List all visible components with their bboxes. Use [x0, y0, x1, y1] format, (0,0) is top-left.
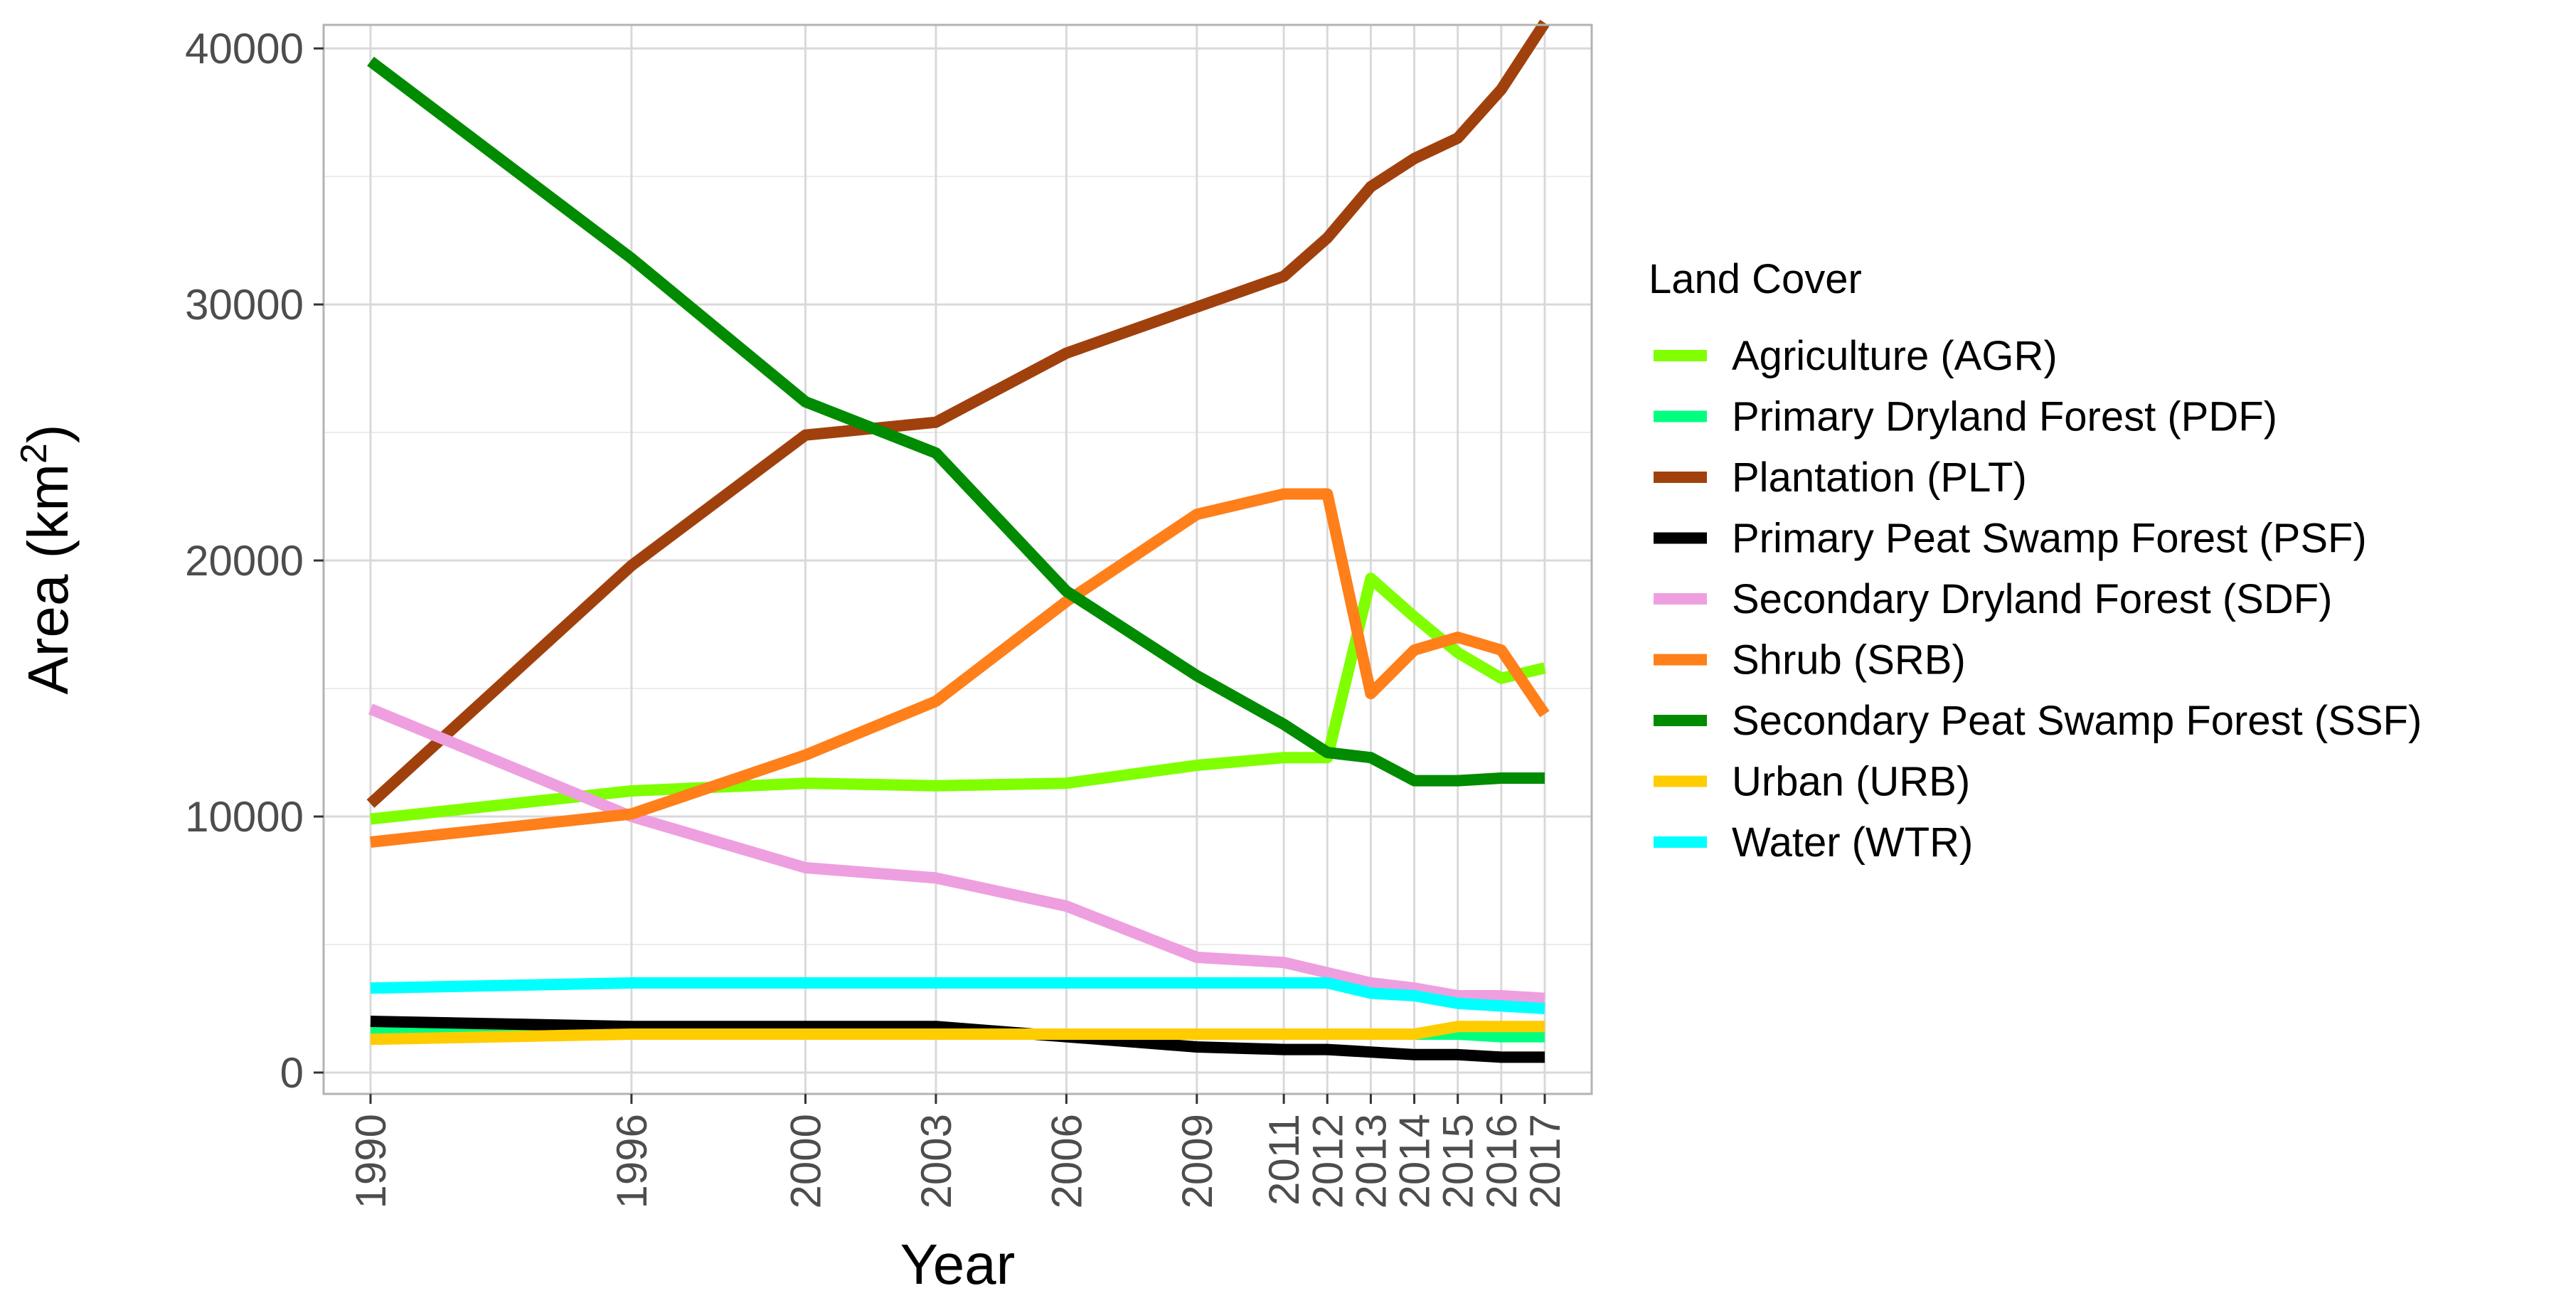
series-line-3 — [370, 1016, 1545, 1063]
legend-label-2: Plantation (PLT) — [1732, 454, 2027, 501]
x-tick-label: 2017 — [1521, 1114, 1569, 1208]
plot-panel-border — [322, 23, 1593, 1095]
x-tick-label: 2015 — [1435, 1114, 1482, 1208]
x-tick-label: 2000 — [782, 1114, 829, 1208]
x-tick-label: 2006 — [1043, 1114, 1090, 1208]
legend: Land Cover Agriculture (AGR) Primary Dryl… — [1649, 256, 2422, 866]
series-lines — [366, 19, 1550, 1063]
grid — [324, 25, 1592, 1094]
x-axis-title: Year — [900, 1233, 1016, 1296]
series-line-6 — [367, 56, 1545, 787]
legend-label-1: Primary Dryland Forest (PDF) — [1732, 394, 2277, 440]
y-tick-label: 0 — [280, 1049, 304, 1097]
y-tick-label: 20000 — [185, 537, 304, 585]
y-axis-ticks: 0 10000 20000 30000 40000 — [185, 25, 324, 1097]
y-axis-title: Area (km2) — [14, 424, 80, 694]
x-tick-label: 2009 — [1173, 1114, 1221, 1208]
y-axis-title-main: Area (km — [16, 464, 80, 695]
y-tick-label: 40000 — [185, 25, 304, 73]
x-tick-label: 2016 — [1478, 1114, 1526, 1208]
series-line-0 — [370, 573, 1546, 825]
x-tick-label: 2011 — [1260, 1114, 1308, 1206]
x-tick-label: 2012 — [1304, 1114, 1351, 1208]
series-line-7 — [370, 1021, 1545, 1046]
legend-label-7: Urban (URB) — [1732, 759, 1970, 805]
legend-label-5: Shrub (SRB) — [1732, 637, 1966, 684]
legend-label-6: Secondary Peat Swamp Forest (SSF) — [1732, 698, 2422, 744]
x-axis-ticks: 1990 1996 2000 2003 2006 2009 2011201220132014… — [347, 1094, 1569, 1208]
legend-label-3: Primary Peat Swamp Forest (PSF) — [1732, 516, 2367, 562]
legend-title: Land Cover — [1649, 256, 1862, 302]
series-line-2 — [366, 19, 1550, 808]
x-tick-label: 2014 — [1391, 1114, 1439, 1208]
y-axis-title-superscript: 2 — [14, 443, 55, 464]
y-axis-title-close: ) — [16, 424, 80, 443]
legend-label-0: Agriculture (AGR) — [1732, 333, 2058, 379]
y-tick-label: 30000 — [185, 281, 304, 329]
legend-label-4: Secondary Dryland Forest (SDF) — [1732, 576, 2332, 622]
x-tick-label: 1996 — [608, 1114, 656, 1208]
series-line-8 — [370, 977, 1545, 1014]
legend-label-8: Water (WTR) — [1732, 819, 1973, 866]
x-tick-label: 2003 — [912, 1114, 960, 1208]
legend-items: Agriculture (AGR) Primary Dryland Forest … — [1654, 333, 2422, 866]
x-tick-label: 1990 — [347, 1114, 395, 1208]
y-tick-label: 10000 — [185, 793, 304, 841]
series-line-4 — [368, 703, 1545, 1004]
series-line-5 — [370, 488, 1550, 848]
x-tick-label: 2013 — [1347, 1114, 1395, 1208]
